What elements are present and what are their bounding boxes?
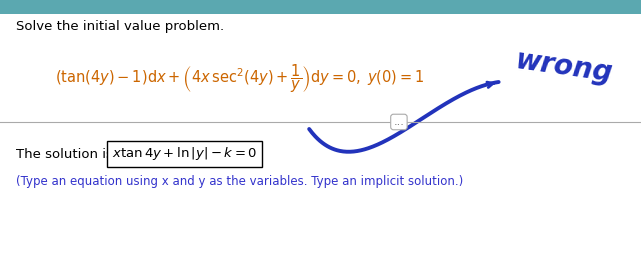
Text: Solve the initial value problem.: Solve the initial value problem. <box>16 20 224 33</box>
Text: $x\tan 4y + \mathrm{ln}\,|y| - k = 0$: $x\tan 4y + \mathrm{ln}\,|y| - k = 0$ <box>112 145 257 162</box>
Text: wrong: wrong <box>514 46 615 88</box>
Text: ...: ... <box>394 117 404 127</box>
Text: The solution is: The solution is <box>16 148 117 161</box>
Text: $(\tan(4y)-1)\mathrm{d}x + \left(4x\,\mathrm{sec}^{2}(4y)+\dfrac{1}{y}\right)\ma: $(\tan(4y)-1)\mathrm{d}x + \left(4x\,\ma… <box>55 63 424 95</box>
FancyBboxPatch shape <box>0 0 641 14</box>
Text: (Type an equation using x and y as the variables. Type an implicit solution.): (Type an equation using x and y as the v… <box>16 175 463 188</box>
